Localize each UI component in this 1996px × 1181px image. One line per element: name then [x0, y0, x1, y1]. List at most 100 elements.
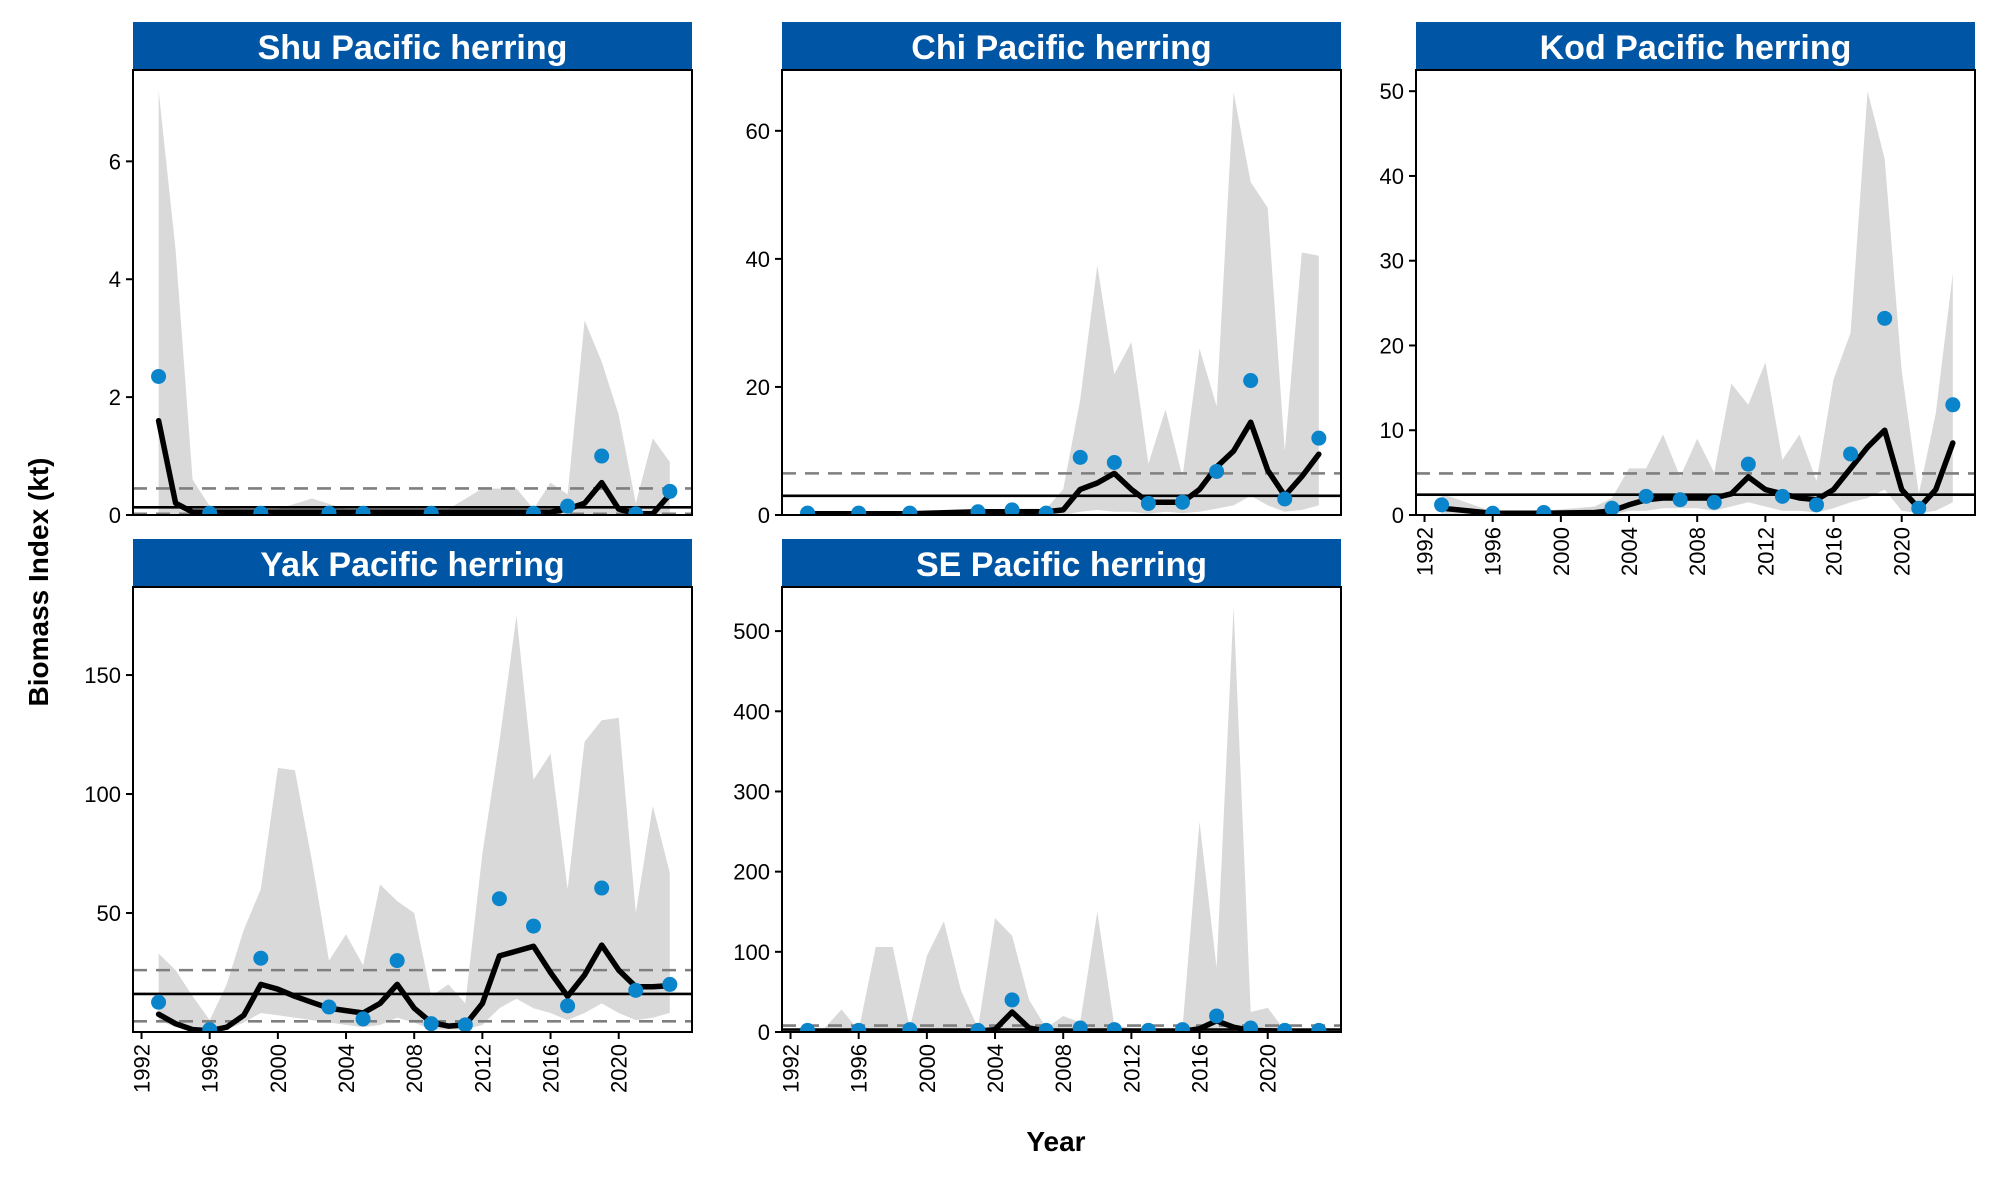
data-point — [1209, 463, 1225, 479]
data-point — [662, 483, 678, 499]
data-point — [151, 994, 167, 1010]
confidence-ribbon — [1441, 91, 1953, 515]
panel: SE Pacific herring 0 100 200 300 400 500 1992 19… — [733, 539, 1342, 1093]
data-point — [1072, 1020, 1088, 1032]
data-point — [594, 880, 610, 896]
panel-strip — [133, 22, 692, 70]
y-tick-label: 10 — [1380, 418, 1404, 443]
data-point — [1038, 505, 1054, 515]
data-point — [1072, 449, 1088, 465]
data-point — [1911, 500, 1927, 515]
data-point — [1536, 504, 1552, 515]
x-tick-label: 1992 — [779, 1044, 804, 1093]
x-tick-label: 2004 — [334, 1044, 359, 1093]
data-point — [1740, 456, 1756, 472]
y-tick-label: 2 — [109, 385, 121, 410]
plot-area — [1416, 91, 1975, 515]
panel: Yak Pacific herring 50 100 150 1992 1996 2000 2… — [84, 539, 693, 1093]
data-point — [1243, 1020, 1259, 1032]
panel-border — [781, 586, 1342, 1033]
data-point — [423, 1016, 439, 1032]
data-point — [1004, 502, 1020, 515]
plot-area — [133, 615, 692, 1032]
x-tick-label: 2000 — [266, 1044, 291, 1093]
y-tick-label: 50 — [1380, 79, 1404, 104]
data-point — [902, 505, 918, 515]
data-point — [800, 505, 816, 515]
x-tick-label: 2004 — [1617, 527, 1642, 576]
panel: Kod Pacific herring 0 10 20 30 40 50 1992 1996 20… — [1380, 22, 1976, 576]
panel-strip — [133, 539, 692, 587]
x-axis-title: Year — [1026, 1126, 1085, 1157]
panel-title: Chi Pacific herring — [911, 29, 1211, 67]
data-point — [202, 1022, 218, 1032]
panel-title: Yak Pacific herring — [260, 546, 564, 584]
panel-strip — [782, 22, 1341, 70]
x-tick-label: 1996 — [198, 1044, 223, 1093]
y-tick-label: 0 — [1392, 503, 1404, 528]
data-point — [389, 953, 405, 969]
panel: Shu Pacific herring 0 2 4 6 — [109, 22, 693, 528]
y-tick-label: 500 — [733, 619, 770, 644]
trend-line — [155, 942, 673, 1032]
trend-line — [155, 417, 673, 515]
data-point — [1106, 1022, 1122, 1032]
x-tick-label: 1992 — [130, 1044, 155, 1093]
x-tick-label: 2008 — [402, 1044, 427, 1093]
data-point — [1209, 1008, 1225, 1024]
data-point — [970, 504, 986, 515]
data-point — [1434, 497, 1450, 513]
x-tick-label: 2020 — [1256, 1044, 1281, 1093]
data-point — [560, 498, 576, 514]
data-point — [662, 976, 678, 992]
panel-title: Kod Pacific herring — [1540, 29, 1852, 67]
x-tick-label: 2012 — [1753, 527, 1778, 576]
y-tick-label: 150 — [84, 663, 121, 688]
y-tick-label: 4 — [109, 267, 121, 292]
x-tick-label: 2000 — [1549, 527, 1574, 576]
data-point — [1175, 494, 1191, 510]
data-point — [1945, 397, 1961, 413]
confidence-ribbon — [807, 607, 1319, 1032]
panel-strip — [1416, 22, 1975, 70]
data-point — [1038, 1022, 1054, 1032]
data-point — [457, 1017, 473, 1032]
data-point — [321, 505, 337, 515]
data-point — [1277, 491, 1293, 507]
y-tick-label: 6 — [109, 149, 121, 174]
plot-area — [782, 92, 1341, 515]
y-tick-label: 0 — [758, 503, 770, 528]
x-tick-label: 2004 — [983, 1044, 1008, 1093]
data-point — [321, 999, 337, 1015]
x-tick-label: 1996 — [847, 1044, 872, 1093]
x-tick-label: 2020 — [1890, 527, 1915, 576]
y-tick-label: 100 — [733, 940, 770, 965]
y-tick-label: 20 — [1380, 333, 1404, 358]
data-point — [491, 891, 507, 907]
confidence-ribbon — [158, 615, 670, 1032]
x-tick-label: 2016 — [539, 1044, 564, 1093]
data-point — [423, 505, 439, 515]
data-point — [628, 506, 644, 515]
x-tick-label: 2008 — [1051, 1044, 1076, 1093]
data-point — [1485, 505, 1501, 515]
trend-line — [804, 419, 1322, 515]
y-tick-label: 40 — [746, 247, 770, 272]
x-tick-label: 1992 — [1413, 527, 1438, 576]
data-point — [800, 1022, 816, 1032]
data-point — [1106, 454, 1122, 470]
data-point — [1672, 492, 1688, 508]
x-tick-label: 2012 — [1119, 1044, 1144, 1093]
panel-strip — [782, 539, 1341, 587]
data-point — [1604, 500, 1620, 515]
data-point — [560, 998, 576, 1014]
data-point — [1243, 373, 1259, 389]
y-tick-label: 40 — [1380, 164, 1404, 189]
data-point — [1843, 446, 1859, 462]
data-point — [1311, 1022, 1327, 1032]
data-point — [594, 448, 610, 464]
panel-title: SE Pacific herring — [916, 546, 1207, 584]
x-tick-label: 2012 — [470, 1044, 495, 1093]
data-point — [851, 505, 867, 515]
